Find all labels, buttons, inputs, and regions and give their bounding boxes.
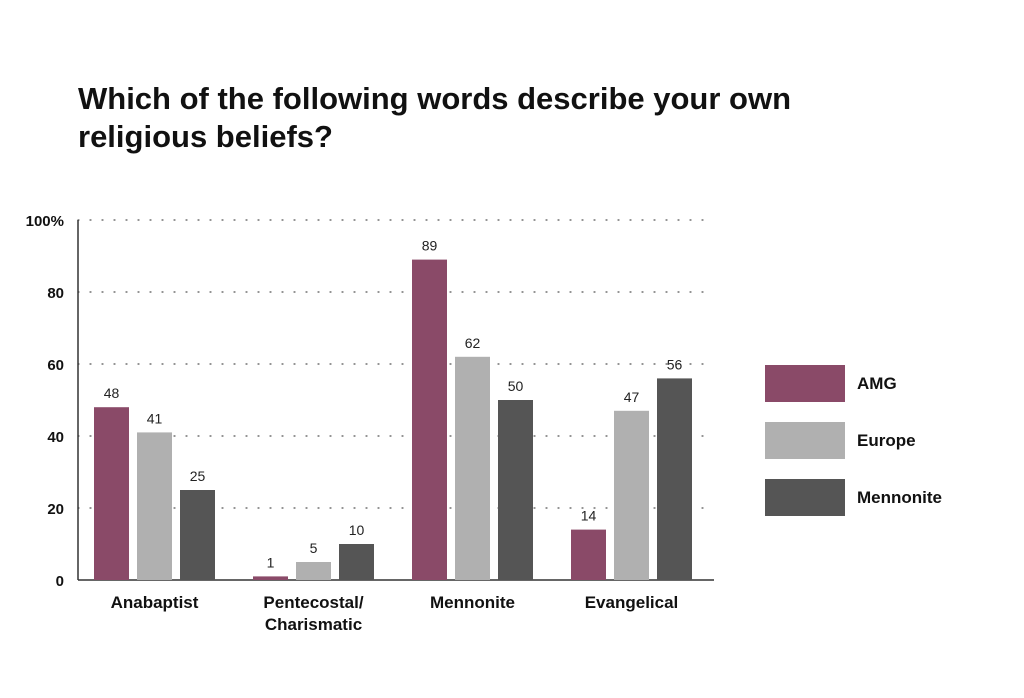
y-tick-label: 20 xyxy=(47,501,64,518)
data-label: 25 xyxy=(190,468,206,484)
legend-swatch-amg xyxy=(765,365,845,402)
bar-mennonite-2 xyxy=(498,400,533,580)
legend-label-amg: AMG xyxy=(857,373,897,393)
bar-amg-3 xyxy=(571,529,606,580)
x-tick-label: Charismatic xyxy=(265,615,362,634)
data-label: 48 xyxy=(104,385,120,401)
x-tick-label: Pentecostal/ xyxy=(263,593,363,612)
bar-mennonite-3 xyxy=(657,378,692,580)
bar-mennonite-1 xyxy=(339,544,374,580)
x-tick-label: Mennonite xyxy=(430,593,515,612)
y-tick-label: 0 xyxy=(56,573,64,590)
y-tick-label: 80 xyxy=(47,285,64,302)
bar-europe-3 xyxy=(614,410,649,580)
chart-title: Which of the following words describe yo… xyxy=(78,81,792,154)
x-tick-label: Evangelical xyxy=(585,593,679,612)
legend-swatch-europe xyxy=(765,422,845,459)
bar-amg-1 xyxy=(253,576,288,580)
data-label: 50 xyxy=(508,378,524,394)
legend-label-europe: Europe xyxy=(857,430,916,450)
y-tick-label: 100% xyxy=(26,213,64,230)
y-tick-label: 40 xyxy=(47,429,64,446)
data-label: 56 xyxy=(667,356,683,372)
bar-europe-0 xyxy=(137,432,172,580)
data-label: 47 xyxy=(624,389,640,405)
x-tick-label: Anabaptist xyxy=(111,593,199,612)
legend-item-mennonite: Mennonite xyxy=(765,479,942,516)
data-label: 62 xyxy=(465,335,481,351)
data-label: 5 xyxy=(310,540,318,556)
legend-item-amg: AMG xyxy=(765,365,942,402)
data-label: 1 xyxy=(267,554,275,570)
bar-amg-0 xyxy=(94,407,129,580)
bar-europe-2 xyxy=(455,356,490,580)
data-label: 89 xyxy=(422,238,438,254)
legend-label-mennonite: Mennonite xyxy=(857,487,942,507)
legend-swatch-mennonite xyxy=(765,479,845,516)
data-label: 41 xyxy=(147,410,163,426)
data-label: 10 xyxy=(349,522,365,538)
legend-item-europe: Europe xyxy=(765,422,942,459)
bar-amg-2 xyxy=(412,259,447,580)
data-label: 14 xyxy=(581,508,597,524)
legend: AMG Europe Mennonite xyxy=(765,365,942,536)
bar-europe-1 xyxy=(296,562,331,580)
y-tick-label: 60 xyxy=(47,357,64,374)
bar-mennonite-0 xyxy=(180,490,215,580)
